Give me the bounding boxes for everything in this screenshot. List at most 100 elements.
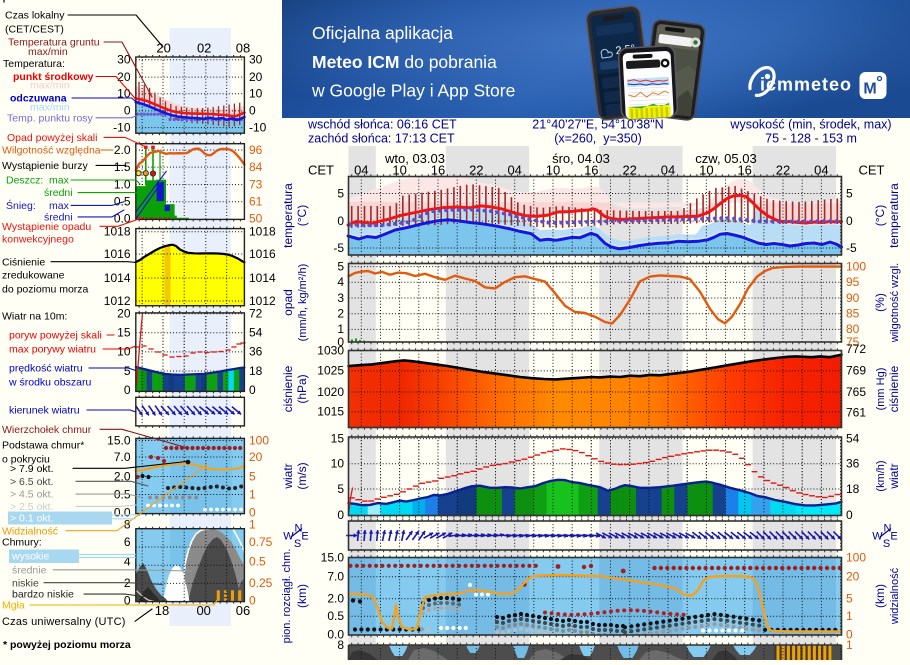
svg-text:765: 765 xyxy=(846,385,866,399)
svg-text:16: 16 xyxy=(584,163,598,178)
svg-text:1018: 1018 xyxy=(104,225,131,239)
svg-text:1: 1 xyxy=(846,638,853,652)
svg-text:zachód słońca: 17:13 CET: zachód słońca: 17:13 CET xyxy=(308,132,455,146)
svg-text:04: 04 xyxy=(507,163,521,178)
svg-text:15: 15 xyxy=(117,326,131,340)
svg-text:1.0: 1.0 xyxy=(114,177,131,191)
svg-text:Wierzchołek chmur: Wierzchołek chmur xyxy=(2,424,92,436)
svg-text:(mm Hg): (mm Hg) xyxy=(875,368,887,411)
svg-text:(hPa): (hPa) xyxy=(295,374,309,403)
svg-text:04: 04 xyxy=(661,163,675,178)
svg-text:54: 54 xyxy=(846,431,860,445)
svg-text:temperatura: temperatura xyxy=(887,183,901,248)
svg-text:1: 1 xyxy=(846,609,853,623)
svg-text:96: 96 xyxy=(249,143,263,157)
svg-text:0: 0 xyxy=(124,104,131,118)
svg-text:M: M xyxy=(863,81,876,98)
svg-text:W: W xyxy=(872,531,883,543)
svg-text:10: 10 xyxy=(331,457,345,471)
svg-text:10: 10 xyxy=(392,163,406,178)
svg-text:06: 06 xyxy=(236,603,250,618)
svg-text:8: 8 xyxy=(337,638,344,652)
svg-text:0: 0 xyxy=(249,383,256,397)
svg-text:max/min: max/min xyxy=(28,46,68,58)
svg-text:prędkość wiatru: prędkość wiatru xyxy=(9,363,83,375)
svg-text:* powyżej poziomu morza: * powyżej poziomu morza xyxy=(3,639,131,651)
svg-text:5: 5 xyxy=(337,259,344,273)
svg-text:średni: średni xyxy=(44,212,73,224)
svg-text:769: 769 xyxy=(846,364,866,378)
svg-text:do poziomu morza: do poziomu morza xyxy=(2,284,89,296)
svg-text:-10: -10 xyxy=(249,120,267,134)
svg-text:Mgła: Mgła xyxy=(2,600,25,612)
svg-text:4: 4 xyxy=(337,275,344,289)
svg-text:-5: -5 xyxy=(333,241,344,255)
svg-text:10: 10 xyxy=(249,87,263,101)
svg-text:73: 73 xyxy=(249,177,263,191)
svg-text:0.75: 0.75 xyxy=(249,535,273,549)
svg-text:0: 0 xyxy=(124,594,131,608)
svg-text:18: 18 xyxy=(155,603,169,618)
svg-text:Wiatr na 10m:: Wiatr na 10m: xyxy=(2,311,67,323)
svg-text:100: 100 xyxy=(846,259,866,273)
svg-text:22: 22 xyxy=(469,163,483,178)
svg-text:22: 22 xyxy=(622,163,636,178)
svg-text:w środku obszaru: w środku obszaru xyxy=(8,377,91,389)
svg-text:5: 5 xyxy=(249,469,256,483)
svg-text:(mm/h, kg/m²/h): (mm/h, kg/m²/h) xyxy=(297,264,309,342)
svg-text:W: W xyxy=(283,531,294,543)
svg-text:00: 00 xyxy=(196,603,210,618)
svg-text:odczuwana: odczuwana xyxy=(10,92,67,104)
svg-text:18: 18 xyxy=(846,482,860,496)
svg-text:ciśnienie: ciśnienie xyxy=(887,365,901,412)
svg-text:75 - 128 - 153 m: 75 - 128 - 153 m xyxy=(765,132,857,146)
svg-text:100: 100 xyxy=(249,433,269,447)
svg-text:> 2.5 okt.: > 2.5 okt. xyxy=(10,501,54,513)
svg-text:0.0: 0.0 xyxy=(327,628,344,642)
svg-text:0.0: 0.0 xyxy=(114,505,131,519)
svg-text:50: 50 xyxy=(249,212,263,226)
svg-text:0.5: 0.5 xyxy=(327,609,344,623)
svg-text:5: 5 xyxy=(846,592,853,606)
svg-text:0: 0 xyxy=(337,335,344,349)
svg-text:5: 5 xyxy=(337,482,344,496)
svg-text:bardzo niskie: bardzo niskie xyxy=(12,589,74,601)
svg-text:Temp. punktu rosy: Temp. punktu rosy xyxy=(7,112,94,124)
svg-text:Deszcz:: Deszcz: xyxy=(6,175,43,187)
svg-text:> 4.5 okt.: > 4.5 okt. xyxy=(10,489,54,501)
svg-text:wiatr: wiatr xyxy=(887,463,901,489)
svg-text:śro, 04.03: śro, 04.03 xyxy=(552,151,610,166)
svg-text:(%): (%) xyxy=(873,293,887,312)
svg-text:36: 36 xyxy=(249,345,263,359)
svg-text:04: 04 xyxy=(814,163,828,178)
svg-text:wysokie: wysokie xyxy=(11,551,50,563)
svg-text:> 6.5 okt.: > 6.5 okt. xyxy=(10,476,54,488)
svg-text:widzialność: widzialność xyxy=(889,567,901,625)
svg-text:czw, 05.03: czw, 05.03 xyxy=(695,151,756,166)
svg-text:8: 8 xyxy=(124,518,131,532)
svg-text:75: 75 xyxy=(846,335,860,349)
svg-text:1014: 1014 xyxy=(104,271,131,285)
svg-text:4: 4 xyxy=(124,554,131,568)
svg-text:08: 08 xyxy=(236,41,250,56)
svg-text:80: 80 xyxy=(846,322,860,336)
svg-text:Czas uniwersalny (UTC): Czas uniwersalny (UTC) xyxy=(2,616,126,628)
svg-text:20: 20 xyxy=(249,450,263,464)
svg-text:22: 22 xyxy=(776,163,790,178)
svg-text:1012: 1012 xyxy=(104,294,131,308)
svg-text:max: max xyxy=(49,175,70,187)
svg-text:max/min: max/min xyxy=(30,80,70,92)
svg-text:20: 20 xyxy=(117,307,131,321)
svg-text:1015: 1015 xyxy=(317,405,344,419)
svg-text:Ciśnienie: Ciśnienie xyxy=(2,256,45,268)
svg-text:(km/h): (km/h) xyxy=(875,460,887,491)
svg-text:średni: średni xyxy=(44,187,73,199)
svg-text:Oficjalna aplikacja: Oficjalna aplikacja xyxy=(312,23,453,43)
svg-text:761: 761 xyxy=(846,406,866,420)
svg-text:18: 18 xyxy=(249,364,263,378)
svg-text:0: 0 xyxy=(249,505,256,519)
svg-text:2.0: 2.0 xyxy=(114,469,131,483)
svg-text:85: 85 xyxy=(846,307,860,321)
svg-text:niskie: niskie xyxy=(12,577,39,589)
svg-text:0: 0 xyxy=(337,508,344,522)
